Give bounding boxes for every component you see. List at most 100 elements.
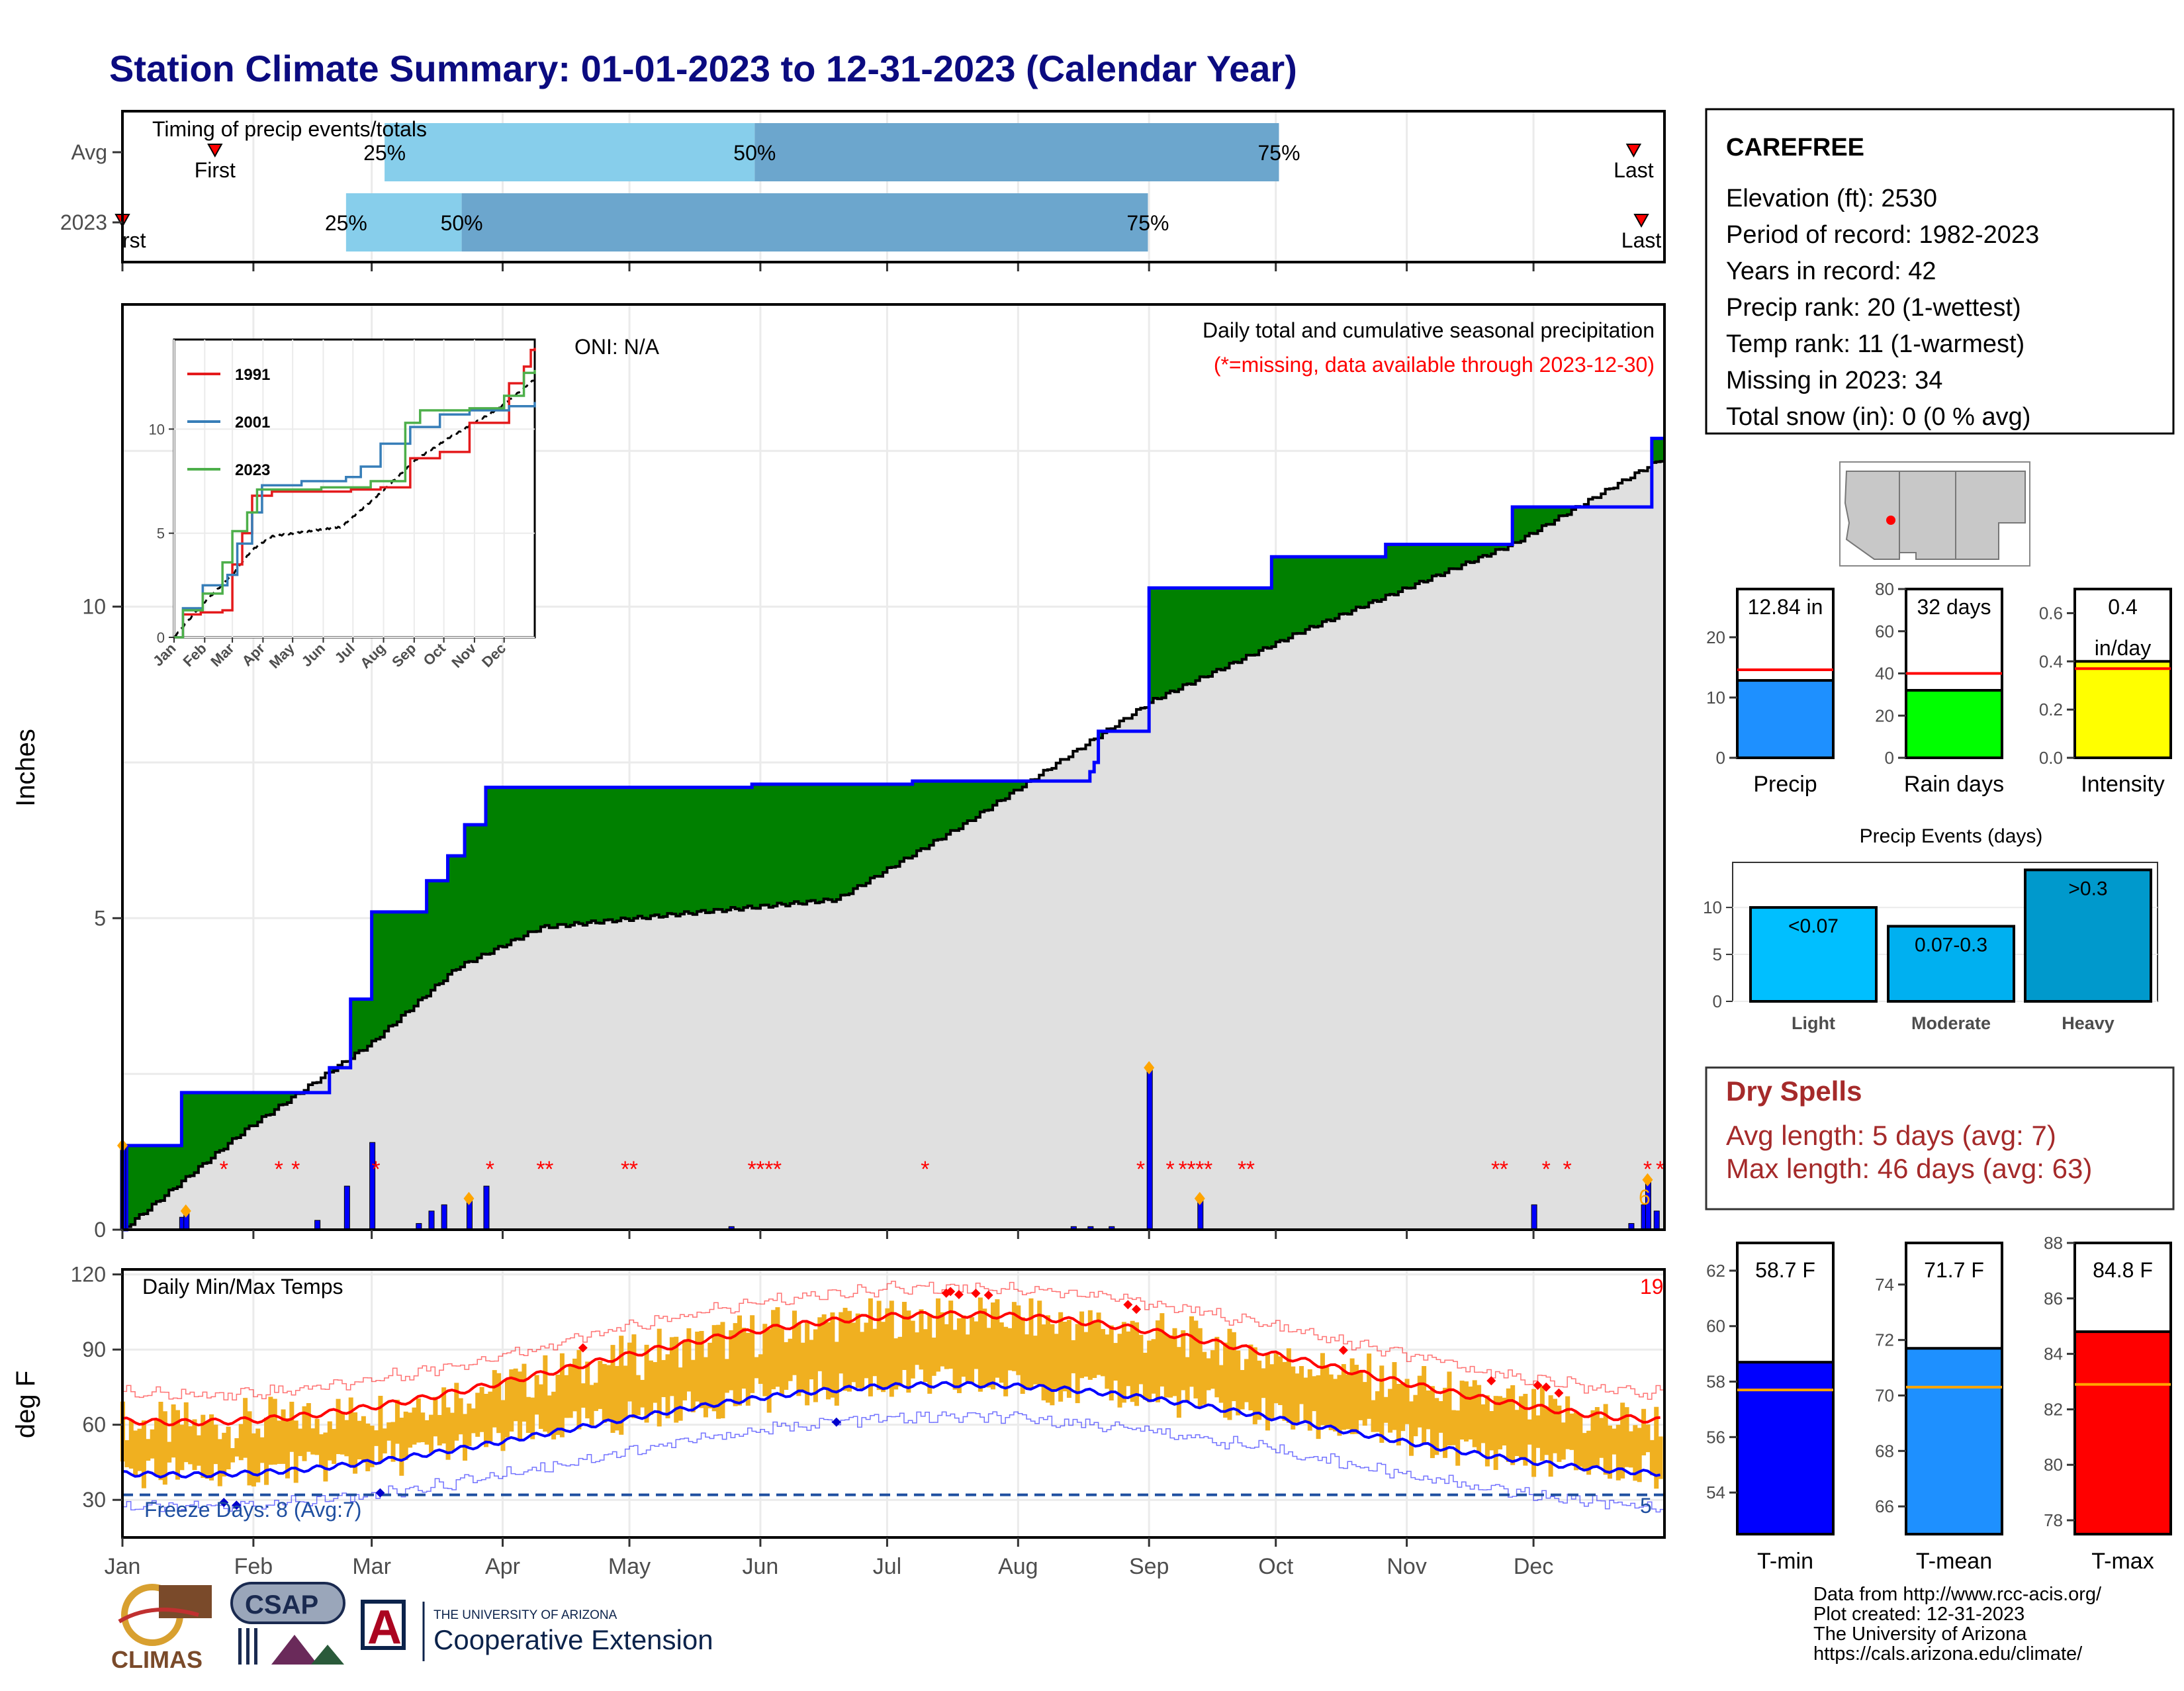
daily-temp-range-bar bbox=[956, 1318, 962, 1393]
daily-precip-bar bbox=[369, 1142, 376, 1230]
summary-tick-label: 20 bbox=[1706, 627, 1725, 647]
daily-temp-range-bar bbox=[846, 1310, 852, 1392]
timing-percent-label: 25% bbox=[363, 141, 406, 165]
daily-temp-range-bar bbox=[1548, 1395, 1553, 1477]
record-precip-marker bbox=[180, 1204, 191, 1218]
daily-temp-range-bar bbox=[640, 1379, 645, 1408]
daily-temp-range-bar bbox=[762, 1324, 768, 1396]
daily-temp-range-bar bbox=[1121, 1322, 1126, 1403]
daily-temp-range-bar bbox=[821, 1314, 827, 1389]
daily-temp-range-bar bbox=[463, 1414, 468, 1461]
daily-temp-range-bar bbox=[690, 1359, 696, 1412]
daily-temp-range-bar bbox=[348, 1397, 353, 1466]
daily-temp-range-bar bbox=[420, 1412, 426, 1443]
station-dot bbox=[1886, 516, 1895, 525]
temp-label: Daily Min/Max Temps bbox=[142, 1275, 343, 1299]
daily-temp-range-bar bbox=[1066, 1320, 1071, 1398]
temp-summary-tick-label: 66 bbox=[1875, 1496, 1894, 1516]
daily-temp-range-bar bbox=[1273, 1353, 1279, 1404]
ua-small-text: THE UNIVERSITY OF ARIZONA bbox=[433, 1608, 617, 1622]
missing-data-marker: * bbox=[756, 1157, 764, 1182]
temp-summary-value-text: 58.7 F bbox=[1755, 1258, 1815, 1282]
precip-event-category: Light bbox=[1792, 1013, 1835, 1033]
temp-summary-tick-label: 60 bbox=[1706, 1316, 1725, 1336]
daily-temp-range-bar bbox=[1155, 1320, 1160, 1402]
daily-temp-range-bar bbox=[927, 1314, 933, 1394]
daily-precip-bar bbox=[1146, 1067, 1153, 1230]
summary-tick-label: 80 bbox=[1875, 579, 1894, 599]
daily-temp-range-bar bbox=[217, 1439, 222, 1486]
daily-temp-range-bar bbox=[678, 1367, 683, 1421]
temp-summary-bar bbox=[2073, 1330, 2172, 1535]
daily-temp-range-bar bbox=[686, 1328, 692, 1392]
temp-panel: Daily Min/Max Temps 19 Freeze Days: 8 (A… bbox=[11, 1263, 1666, 1539]
daily-temp-range-bar bbox=[192, 1419, 197, 1471]
temp-ytick-label: 30 bbox=[82, 1488, 106, 1512]
daily-temp-range-bar bbox=[167, 1441, 172, 1463]
daily-temp-range-bar bbox=[1100, 1329, 1105, 1377]
daily-temp-range-bar bbox=[1582, 1433, 1587, 1472]
daily-temp-range-bar bbox=[1527, 1419, 1532, 1445]
last-event-label: Last bbox=[1614, 158, 1654, 182]
missing-data-marker: * bbox=[1491, 1157, 1500, 1182]
daily-temp-range-bar bbox=[387, 1422, 392, 1441]
inset-ytick-label: 10 bbox=[149, 421, 165, 437]
daily-temp-range-bar bbox=[361, 1416, 366, 1463]
record-low-marker bbox=[375, 1488, 385, 1498]
hot-count-label: 19 bbox=[1640, 1275, 1664, 1299]
daily-temp-range-bar bbox=[568, 1363, 573, 1418]
daily-temp-range-bar bbox=[1278, 1356, 1283, 1405]
daily-temp-range-bar bbox=[1408, 1401, 1414, 1456]
daily-temp-range-bar bbox=[390, 1422, 396, 1462]
daily-temp-range-bar bbox=[475, 1393, 480, 1437]
daily-temp-range-bar bbox=[830, 1312, 835, 1398]
temp-summary-t-mean: 71.7 F 66 68 70 72 74 T-mean bbox=[1875, 1242, 2003, 1574]
daily-temp-range-bar bbox=[281, 1409, 286, 1464]
daily-temp-range-bar bbox=[162, 1411, 167, 1485]
missing-data-marker: * bbox=[629, 1157, 638, 1182]
daily-temp-range-bar bbox=[285, 1418, 290, 1479]
daily-temp-range-bar bbox=[576, 1349, 582, 1430]
daily-temp-range-bar bbox=[1176, 1347, 1181, 1418]
temp-summary-t-min: 58.7 F 54 56 58 60 62 T-min bbox=[1706, 1242, 1835, 1574]
temp-summary-tick-label: 86 bbox=[2044, 1289, 2063, 1308]
daily-temp-range-bar bbox=[1163, 1334, 1169, 1398]
daily-temp-range-bar bbox=[196, 1435, 201, 1466]
missing-data-marker: * bbox=[1204, 1157, 1212, 1182]
daily-temp-range-bar bbox=[1227, 1328, 1232, 1420]
daily-temp-range-bar bbox=[1046, 1315, 1050, 1403]
daily-temp-range-bar bbox=[133, 1430, 138, 1477]
daily-temp-range-bar bbox=[467, 1403, 472, 1446]
daily-temp-range-bar bbox=[226, 1426, 231, 1470]
daily-temp-range-bar bbox=[158, 1401, 163, 1481]
temp-summary-label: T-min bbox=[1757, 1549, 1813, 1574]
daily-temp-range-bar bbox=[661, 1359, 666, 1397]
daily-temp-range-bar bbox=[141, 1420, 146, 1488]
station-info-line: Temp rank: 11 (1-warmest) bbox=[1726, 330, 2025, 358]
daily-temp-range-bar bbox=[1075, 1324, 1080, 1404]
timing-bar-q2 bbox=[754, 123, 1279, 181]
missing-data-marker: * bbox=[921, 1157, 929, 1182]
temp-summary-tick-label: 70 bbox=[1875, 1385, 1894, 1405]
daily-temp-range-bar bbox=[589, 1385, 594, 1426]
daily-temp-range-bar bbox=[408, 1412, 413, 1448]
first-event-label: First bbox=[195, 158, 236, 182]
precip-events-chart: Precip Events (days) 0 5 10 <0.07 Light 0.07-… bbox=[1703, 825, 2158, 1033]
daily-temp-range-bar bbox=[952, 1330, 958, 1390]
daily-temp-range-bar bbox=[978, 1297, 983, 1392]
daily-precip-bar bbox=[314, 1220, 321, 1230]
daily-temp-range-bar bbox=[1637, 1428, 1642, 1483]
daily-temp-range-bar bbox=[209, 1414, 214, 1481]
daily-temp-range-bar bbox=[382, 1428, 387, 1454]
daily-temp-range-bar bbox=[585, 1361, 590, 1419]
daily-temp-range-bar bbox=[931, 1338, 936, 1376]
station-info-line: Precip rank: 20 (1-wettest) bbox=[1726, 294, 2021, 322]
daily-temp-range-bar bbox=[357, 1420, 362, 1460]
daily-temp-range-bar bbox=[437, 1414, 442, 1445]
summary-value-text: 0.4 bbox=[2108, 595, 2137, 619]
daily-temp-range-bar bbox=[310, 1428, 316, 1455]
daily-temp-range-bar bbox=[488, 1391, 493, 1441]
summary-bar-intensity: 0.4 in/day 0.0 0.2 0.4 0.6 Intensity bbox=[2039, 588, 2172, 797]
daily-temp-range-bar bbox=[1168, 1335, 1173, 1398]
